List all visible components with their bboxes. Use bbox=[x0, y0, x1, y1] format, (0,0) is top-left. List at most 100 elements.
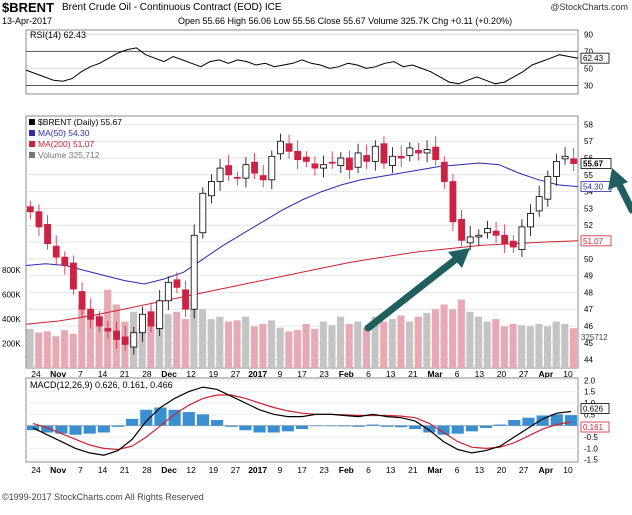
price-tick-label: 49 bbox=[584, 272, 593, 281]
price-stats: Open 55.66 High 56.06 Low 55.56 Close 55… bbox=[178, 16, 513, 26]
legend-entry: $BRENT (Daily) 55.67 bbox=[38, 117, 122, 127]
site-credit: @StockCharts.com bbox=[550, 2, 628, 12]
candle-body bbox=[440, 161, 448, 182]
volume-bar bbox=[561, 324, 569, 368]
price-x-label: 23 bbox=[319, 369, 329, 379]
price-x-label: 21 bbox=[408, 369, 418, 379]
volume-bar bbox=[69, 333, 77, 368]
ma50-line bbox=[25, 162, 579, 285]
volume-bar bbox=[78, 304, 86, 368]
macd-x-label: 12 bbox=[186, 465, 196, 475]
macd-histogram-bar bbox=[196, 414, 209, 426]
macd-x-label: 23 bbox=[319, 465, 329, 475]
close-value-label: 55.67 bbox=[583, 160, 604, 169]
price-x-label: 6 bbox=[455, 369, 460, 379]
price-x-label: 10 bbox=[563, 369, 573, 379]
macd-x-label: 27 bbox=[519, 465, 529, 475]
price-x-label: 27 bbox=[519, 369, 529, 379]
candle-body bbox=[277, 140, 284, 155]
candle-body bbox=[199, 192, 207, 234]
volume-bar bbox=[61, 330, 69, 368]
macd-histogram-bar bbox=[451, 425, 464, 434]
macd-histogram-bar bbox=[536, 415, 549, 426]
price-x-label: Apr bbox=[539, 369, 554, 379]
volume-bar bbox=[371, 316, 379, 368]
macd-tick-label: -1.0 bbox=[584, 444, 598, 453]
macd-tick-label: -0.5 bbox=[584, 433, 598, 442]
candle-body bbox=[216, 167, 224, 182]
volume-bar bbox=[569, 328, 577, 368]
legend-swatch bbox=[29, 119, 35, 125]
macd-title: MACD(12,26,9) 0.626, 0.161, 0.466 bbox=[30, 380, 173, 390]
volume-bar bbox=[190, 299, 198, 368]
macd-value-box bbox=[580, 403, 610, 414]
macd-x-label: 21 bbox=[408, 465, 418, 475]
candle-body bbox=[259, 175, 267, 181]
volume-bar bbox=[526, 326, 534, 368]
macd-histogram-bar bbox=[550, 414, 563, 426]
price-x-label: 13 bbox=[386, 369, 396, 379]
price-tick-label: 50 bbox=[584, 255, 593, 264]
candle-body bbox=[371, 145, 379, 162]
macd-histogram-bar bbox=[281, 425, 294, 432]
price-x-label: Nov bbox=[50, 369, 66, 379]
macd-histogram-bar bbox=[239, 425, 252, 431]
annotation-arrowhead-right bbox=[608, 168, 628, 190]
candle-body bbox=[87, 308, 95, 320]
volume-bar bbox=[43, 331, 51, 368]
macd-x-label: 20 bbox=[497, 465, 507, 475]
candle-body bbox=[423, 149, 431, 154]
volume-bar bbox=[52, 336, 60, 368]
macd-histogram-bar bbox=[465, 425, 478, 432]
macd-histogram-bar bbox=[380, 425, 393, 427]
candle-body bbox=[389, 155, 396, 166]
candle-body bbox=[190, 234, 198, 310]
rsi-tick-label: 50 bbox=[584, 64, 593, 73]
volume-bar bbox=[328, 325, 336, 368]
volume-bar bbox=[457, 299, 465, 368]
macd-x-label: 21 bbox=[120, 465, 130, 475]
candle-body bbox=[337, 157, 345, 166]
volume-bar bbox=[233, 320, 241, 368]
macd-x-label: 19 bbox=[209, 465, 219, 475]
macd-value-label: 0.161 bbox=[583, 423, 604, 432]
volume-tick-label: 200K bbox=[2, 340, 21, 349]
macd-histogram-bar bbox=[409, 425, 422, 430]
volume-bar bbox=[285, 331, 293, 368]
macd-histogram-bar bbox=[83, 425, 96, 434]
volume-bar bbox=[199, 309, 207, 368]
candle-body bbox=[458, 218, 465, 241]
candle-body bbox=[208, 181, 215, 197]
candle-body bbox=[130, 332, 138, 348]
candle-body bbox=[35, 211, 43, 228]
volume-bar bbox=[535, 324, 543, 368]
macd-histogram-bar bbox=[366, 424, 379, 426]
annotation-arrows bbox=[364, 168, 632, 332]
volume-bar bbox=[406, 321, 414, 368]
macd-x-label: 27 bbox=[231, 465, 241, 475]
candle-body bbox=[509, 240, 517, 248]
price-x-label: 6 bbox=[366, 369, 371, 379]
macd-histogram-bar bbox=[211, 420, 224, 426]
volume-bar bbox=[302, 324, 310, 368]
price-x-label: Feb bbox=[339, 369, 354, 379]
volume-bar bbox=[354, 321, 362, 368]
macd-x-label: 9 bbox=[277, 465, 282, 475]
macd-histogram-bar bbox=[182, 412, 195, 426]
candle-body bbox=[561, 155, 569, 160]
macd-x-label: 10 bbox=[563, 465, 573, 475]
volume-bar bbox=[423, 313, 431, 368]
candle-body bbox=[285, 143, 293, 152]
macd-value-label: 0.626 bbox=[583, 404, 604, 413]
volume-bar bbox=[164, 314, 172, 368]
price-tick-label: 46 bbox=[584, 322, 593, 331]
macd-signal-line bbox=[32, 394, 572, 451]
candle-body bbox=[182, 289, 189, 310]
candle-body bbox=[164, 281, 172, 302]
price-x-label: 9 bbox=[277, 369, 282, 379]
macd-histogram-bar bbox=[225, 425, 238, 427]
candle-body bbox=[44, 223, 51, 245]
candle-body bbox=[570, 158, 578, 164]
macd-x-label: 13 bbox=[475, 465, 485, 475]
